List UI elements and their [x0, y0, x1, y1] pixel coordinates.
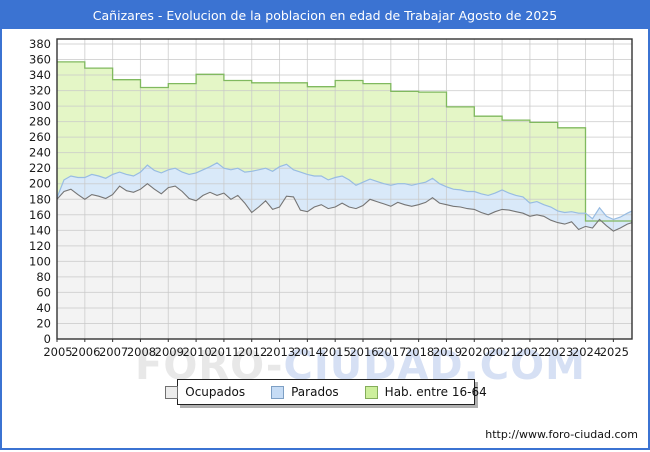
svg-text:2017: 2017 — [377, 345, 406, 359]
parados-swatch — [271, 385, 285, 399]
svg-text:2025: 2025 — [600, 345, 629, 359]
ocupados-swatch — [165, 385, 179, 399]
svg-text:2015: 2015 — [322, 345, 351, 359]
svg-text:2007: 2007 — [99, 345, 128, 359]
legend-item-parados: Parados — [271, 385, 339, 399]
svg-text:240: 240 — [29, 146, 51, 160]
legend-label-parados: Parados — [291, 385, 339, 399]
svg-text:2019: 2019 — [433, 345, 462, 359]
svg-text:40: 40 — [36, 301, 51, 315]
svg-text:60: 60 — [36, 285, 51, 299]
svg-text:2022: 2022 — [516, 345, 545, 359]
svg-text:2010: 2010 — [182, 345, 211, 359]
svg-text:260: 260 — [29, 130, 51, 144]
svg-text:2021: 2021 — [488, 345, 517, 359]
legend-item-ocupados: Ocupados — [165, 385, 245, 399]
svg-text:2016: 2016 — [349, 345, 378, 359]
svg-text:2011: 2011 — [210, 345, 239, 359]
svg-text:2014: 2014 — [294, 345, 323, 359]
hab-16-64-swatch — [364, 385, 378, 399]
svg-text:2009: 2009 — [155, 345, 184, 359]
svg-text:2012: 2012 — [238, 345, 267, 359]
svg-text:280: 280 — [29, 115, 51, 129]
legend-label-ocupados: Ocupados — [185, 385, 246, 399]
svg-text:340: 340 — [29, 68, 51, 82]
legend-label-hab-16-64: Hab. entre 16-64 — [384, 385, 487, 399]
svg-text:380: 380 — [29, 37, 51, 51]
svg-text:2020: 2020 — [461, 345, 490, 359]
chart-title: Cañizares - Evolucion de la poblacion en… — [2, 2, 648, 29]
svg-text:20: 20 — [36, 316, 51, 330]
svg-text:80: 80 — [36, 270, 51, 284]
svg-text:2008: 2008 — [127, 345, 156, 359]
svg-text:120: 120 — [29, 239, 51, 253]
footer-url: http://www.foro-ciudad.com — [485, 428, 638, 441]
svg-text:320: 320 — [29, 84, 51, 98]
svg-text:2018: 2018 — [405, 345, 434, 359]
svg-text:200: 200 — [29, 177, 51, 191]
svg-text:160: 160 — [29, 208, 51, 222]
legend-item-hab-16-64: Hab. entre 16-64 — [364, 385, 487, 399]
legend: Ocupados Parados Hab. entre 16-64 — [165, 379, 487, 405]
svg-text:2013: 2013 — [266, 345, 295, 359]
svg-text:2023: 2023 — [544, 345, 573, 359]
svg-text:220: 220 — [29, 161, 51, 175]
svg-text:140: 140 — [29, 223, 51, 237]
svg-text:2005: 2005 — [43, 345, 72, 359]
svg-text:2006: 2006 — [71, 345, 100, 359]
svg-text:0: 0 — [44, 332, 51, 346]
svg-text:100: 100 — [29, 254, 51, 268]
svg-text:180: 180 — [29, 192, 51, 206]
svg-text:360: 360 — [29, 53, 51, 67]
svg-text:2024: 2024 — [572, 345, 601, 359]
svg-text:300: 300 — [29, 99, 51, 113]
